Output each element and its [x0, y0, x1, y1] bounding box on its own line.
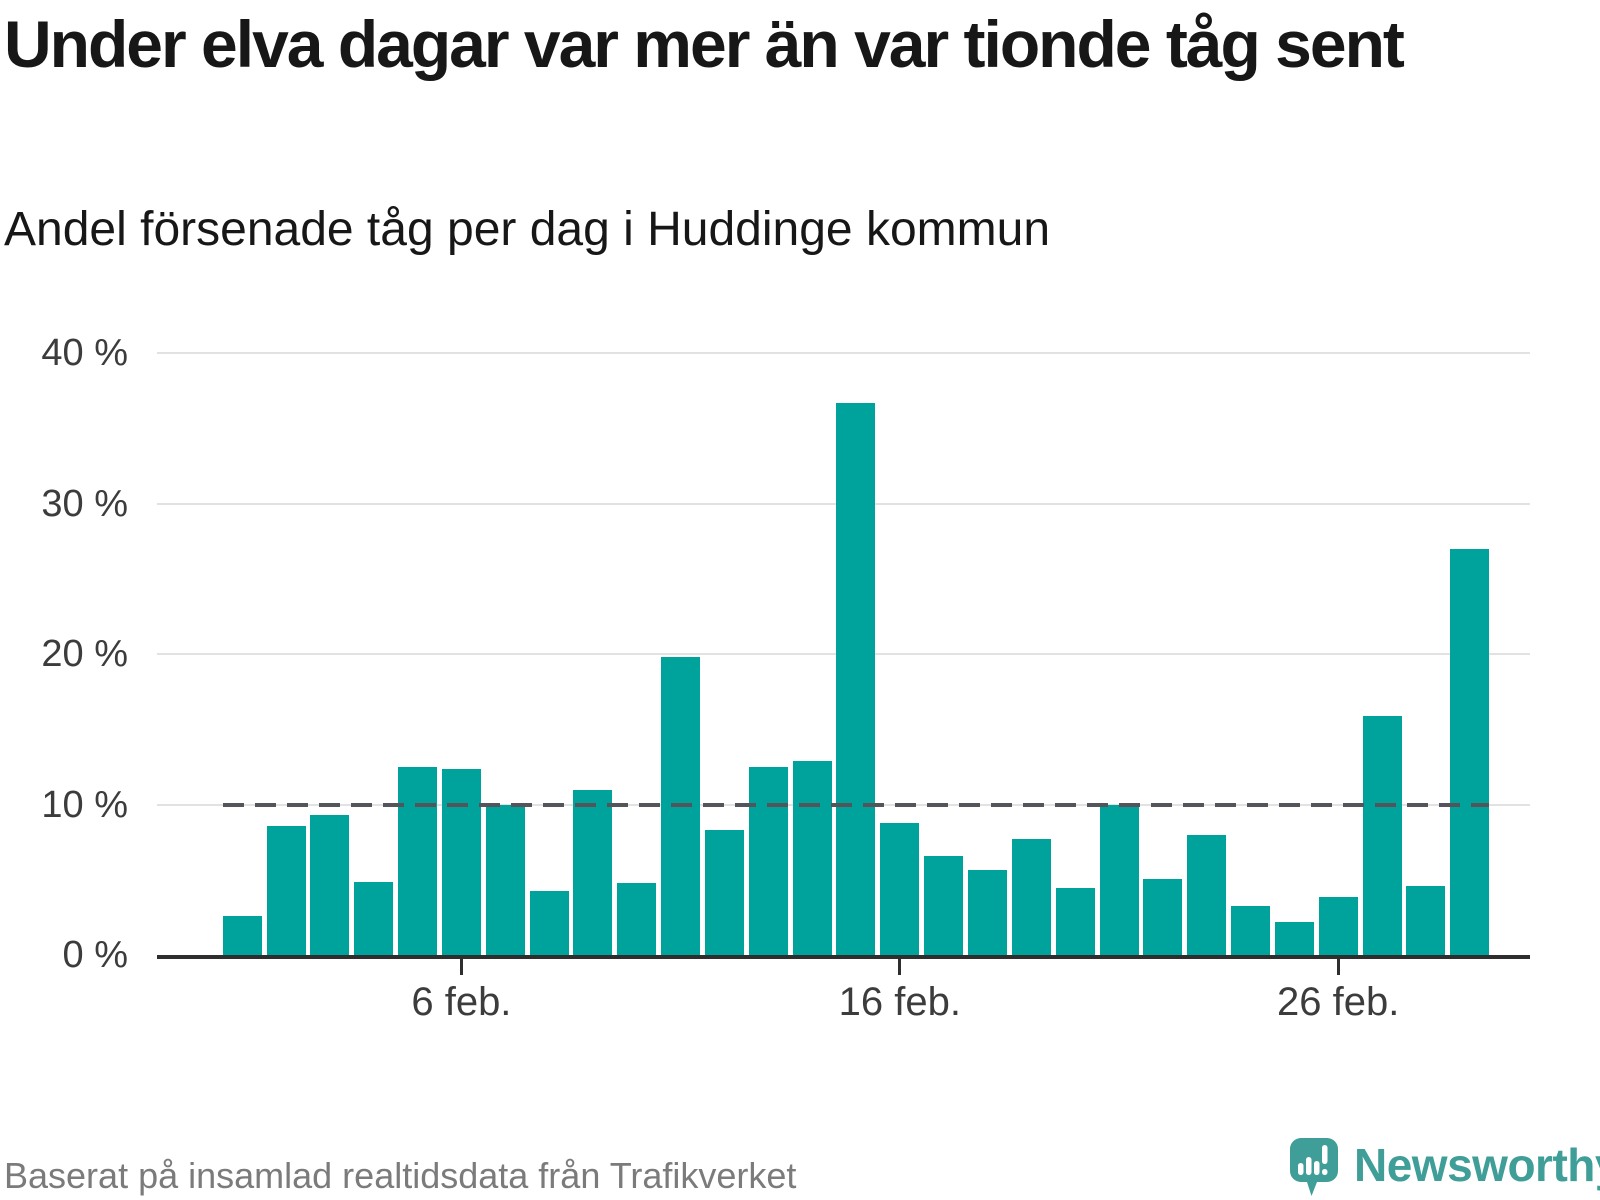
bar-5feb [398, 767, 438, 956]
y-axis-label-10: 10 % [41, 783, 128, 826]
y-axis-label-20: 20 % [41, 633, 128, 676]
chart-title: Under elva dagar var mer än var tionde t… [4, 7, 1405, 81]
bar-26feb [1318, 896, 1358, 956]
x-axis-label-6feb: 6 feb. [411, 980, 512, 1025]
bar-19feb [1011, 839, 1051, 956]
x-tick-16feb [898, 959, 902, 976]
bar-21feb [1099, 804, 1139, 956]
bar-27feb [1362, 715, 1402, 956]
bar-24feb [1231, 905, 1271, 956]
source-note: Baserat på insamlad realtidsdata från Tr… [4, 1155, 797, 1196]
x-axis-label-16feb: 16 feb. [838, 980, 961, 1025]
bar-22feb [1143, 878, 1183, 956]
y-axis-label-0: 0 % [62, 934, 128, 977]
bar-15feb [836, 402, 876, 956]
gridline-40 [157, 352, 1530, 355]
bar-25feb [1274, 922, 1314, 956]
bar-2feb [266, 825, 306, 956]
reference-line-10pct [222, 802, 1490, 807]
bar-14feb [792, 761, 832, 956]
bar-13feb [748, 767, 788, 956]
bar-9feb [573, 789, 613, 956]
bar-29feb [1450, 548, 1490, 956]
bar-28feb [1406, 886, 1446, 956]
bar-23feb [1187, 834, 1227, 956]
bar-4feb [354, 881, 394, 956]
newsworthy-brand: Newsworthy [1290, 1138, 1600, 1200]
bar-6feb [441, 768, 481, 956]
newsworthy-logo-text: Newsworthy [1354, 1139, 1600, 1191]
x-axis-line [157, 955, 1530, 960]
x-axis-label-26feb: 26 feb. [1277, 980, 1400, 1025]
bar-18feb [967, 869, 1007, 956]
bar-20feb [1055, 887, 1095, 956]
bar-17feb [924, 856, 964, 956]
bar-8feb [529, 890, 569, 956]
newsworthy-logo-icon [1290, 1138, 1338, 1196]
bar-1feb [222, 916, 262, 956]
bar-3feb [310, 815, 350, 956]
bar-12feb [704, 830, 744, 956]
bar-16feb [880, 822, 920, 956]
bar-10feb [617, 883, 657, 956]
x-tick-26feb [1336, 959, 1340, 976]
bar-7feb [485, 804, 525, 956]
y-axis-label-40: 40 % [41, 332, 128, 375]
chart-subtitle: Andel försenade tåg per dag i Huddinge k… [4, 203, 1051, 256]
y-axis-label-30: 30 % [41, 482, 128, 525]
x-tick-6feb [459, 959, 463, 976]
